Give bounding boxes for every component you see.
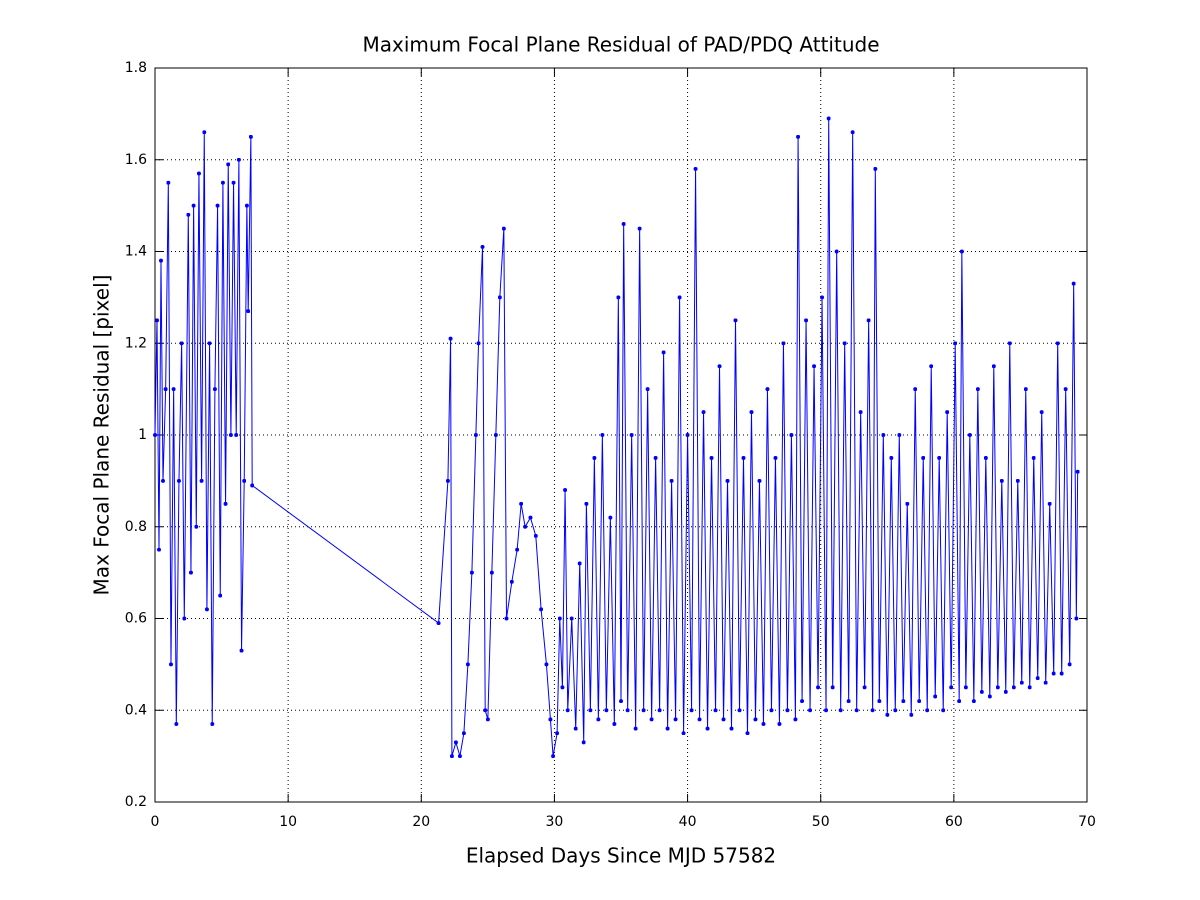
x-tick-label: 60 — [945, 814, 963, 830]
y-tick-label: 0.2 — [125, 794, 147, 810]
x-axis-label: Elapsed Days Since MJD 57582 — [466, 844, 776, 868]
y-axis-label: Max Focal Plane Residual [pixel] — [90, 275, 114, 596]
data-line — [153, 116, 1080, 759]
x-tick-label: 70 — [1078, 814, 1096, 830]
y-tick-label: 0.4 — [125, 702, 147, 718]
x-tick-label: 40 — [679, 814, 697, 830]
x-tick-label: 10 — [279, 814, 297, 830]
x-tick-label: 30 — [546, 814, 564, 830]
x-tick-label: 50 — [812, 814, 830, 830]
y-tick-label: 1.2 — [125, 335, 147, 351]
y-tick-label: 1 — [138, 427, 147, 443]
y-tick-label: 1.8 — [125, 60, 147, 76]
y-tick-label: 1.6 — [125, 152, 147, 168]
y-tick-label: 0.6 — [125, 611, 147, 627]
chart-title: Maximum Focal Plane Residual of PAD/PDQ … — [362, 33, 879, 57]
x-tick-label: 20 — [412, 814, 430, 830]
y-tick-label: 1.4 — [125, 244, 147, 260]
y-tick-label: 0.8 — [125, 519, 147, 535]
x-tick-label: 0 — [151, 814, 160, 830]
